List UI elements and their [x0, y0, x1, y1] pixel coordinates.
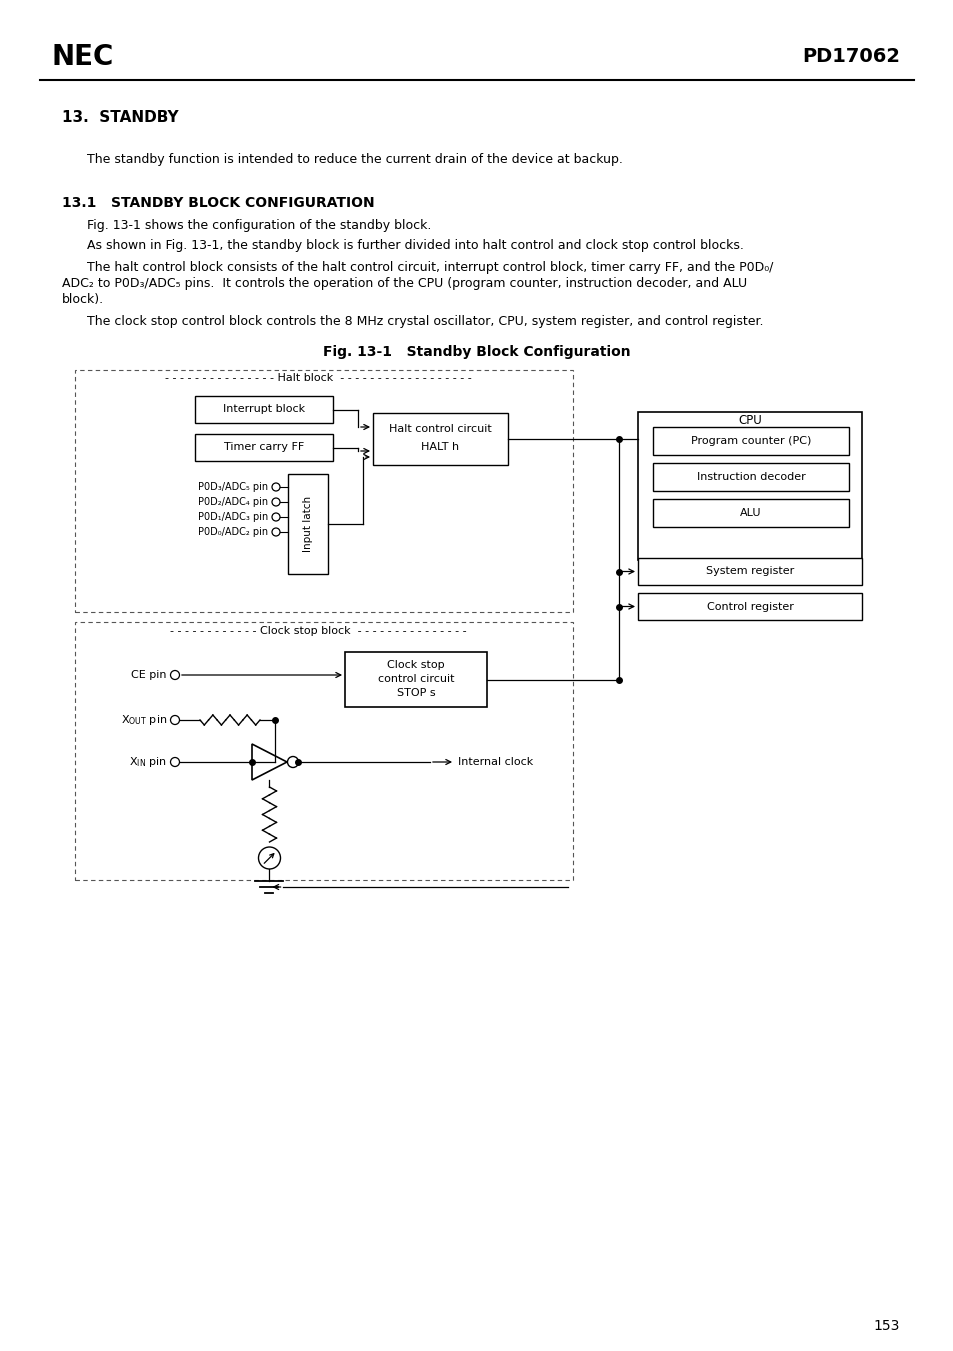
- Bar: [638, 558, 862, 585]
- Circle shape: [287, 757, 298, 767]
- Bar: [638, 412, 862, 561]
- Text: ALU: ALU: [740, 508, 760, 517]
- Bar: [652, 427, 848, 455]
- Bar: [288, 474, 328, 574]
- Text: 13.1   STANDBY BLOCK CONFIGURATION: 13.1 STANDBY BLOCK CONFIGURATION: [62, 196, 375, 209]
- Text: Input latch: Input latch: [303, 496, 313, 553]
- Text: The clock stop control block controls the 8 MHz crystal oscillator, CPU, system : The clock stop control block controls th…: [87, 315, 762, 327]
- Circle shape: [272, 528, 280, 536]
- Text: STOP s: STOP s: [396, 688, 435, 698]
- Text: NEC: NEC: [52, 43, 114, 72]
- Bar: [194, 396, 333, 423]
- Text: Instruction decoder: Instruction decoder: [696, 471, 804, 482]
- Text: The standby function is intended to reduce the current drain of the device at ba: The standby function is intended to redu…: [87, 154, 622, 166]
- Text: HALT h: HALT h: [421, 442, 459, 453]
- Text: P0D₂/ADC₄ pin: P0D₂/ADC₄ pin: [197, 497, 268, 507]
- Bar: [75, 370, 573, 612]
- Text: As shown in Fig. 13-1, the standby block is further divided into halt control an: As shown in Fig. 13-1, the standby block…: [87, 239, 743, 251]
- Circle shape: [272, 484, 280, 490]
- Circle shape: [171, 758, 179, 766]
- Bar: [75, 621, 573, 880]
- Text: - - - - - - - - - - - - Clock stop block  - - - - - - - - - - - - - - -: - - - - - - - - - - - - Clock stop block…: [170, 626, 466, 636]
- Text: Control register: Control register: [706, 601, 793, 612]
- Text: - - - - - - - - - - - - - - - Halt block  - - - - - - - - - - - - - - - - - -: - - - - - - - - - - - - - - - Halt block…: [165, 373, 471, 382]
- Bar: [638, 593, 862, 620]
- Text: P0D₀/ADC₂ pin: P0D₀/ADC₂ pin: [197, 527, 268, 536]
- Text: Internal clock: Internal clock: [457, 757, 533, 767]
- Text: P0D₁/ADC₃ pin: P0D₁/ADC₃ pin: [197, 512, 268, 521]
- Bar: [373, 413, 507, 465]
- Circle shape: [171, 670, 179, 680]
- Text: Fig. 13-1   Standby Block Configuration: Fig. 13-1 Standby Block Configuration: [323, 345, 630, 359]
- Text: PD17062: PD17062: [801, 47, 899, 66]
- Circle shape: [171, 716, 179, 724]
- Text: Clock stop: Clock stop: [387, 661, 444, 670]
- Text: 13.  STANDBY: 13. STANDBY: [62, 111, 178, 126]
- Text: Halt control circuit: Halt control circuit: [389, 424, 492, 434]
- Bar: [652, 463, 848, 490]
- Text: CE pin: CE pin: [132, 670, 167, 680]
- Text: CPU: CPU: [738, 415, 761, 427]
- Text: ADC₂ to P0D₃/ADC₅ pins.  It controls the operation of the CPU (program counter, : ADC₂ to P0D₃/ADC₅ pins. It controls the …: [62, 277, 746, 289]
- Text: Program counter (PC): Program counter (PC): [690, 436, 810, 446]
- Text: P0D₃/ADC₅ pin: P0D₃/ADC₅ pin: [197, 482, 268, 492]
- Text: control circuit: control circuit: [377, 674, 454, 684]
- Text: 153: 153: [873, 1319, 899, 1333]
- Bar: [652, 499, 848, 527]
- Circle shape: [258, 847, 280, 869]
- Text: X$_{\mathrm{OUT}}$ pin: X$_{\mathrm{OUT}}$ pin: [121, 713, 167, 727]
- Text: X$_{\mathrm{IN}}$ pin: X$_{\mathrm{IN}}$ pin: [129, 755, 167, 769]
- Bar: [194, 434, 333, 461]
- Text: The halt control block consists of the halt control circuit, interrupt control b: The halt control block consists of the h…: [87, 261, 773, 273]
- Circle shape: [272, 513, 280, 521]
- Text: Timer carry FF: Timer carry FF: [224, 443, 304, 453]
- Text: block).: block).: [62, 293, 104, 305]
- Text: System register: System register: [705, 566, 793, 577]
- Text: Interrupt block: Interrupt block: [223, 404, 305, 415]
- Text: Fig. 13-1 shows the configuration of the standby block.: Fig. 13-1 shows the configuration of the…: [87, 219, 431, 231]
- Circle shape: [272, 499, 280, 507]
- Bar: [345, 653, 486, 707]
